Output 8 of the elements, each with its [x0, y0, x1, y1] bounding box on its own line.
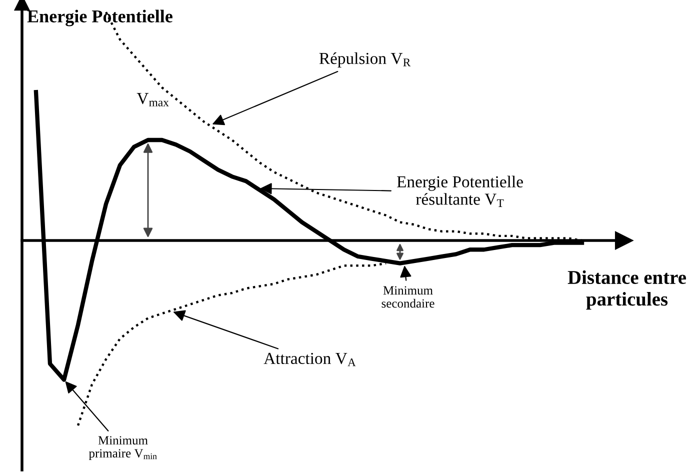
annotation: V$_{max}$: [136, 93, 169, 106]
annotation: Energie Potentielle résultante V$_{T}$: [396, 176, 523, 207]
y-axis-title: Energie Potentielle: [27, 10, 172, 26]
x-axis-title: Distance entre particules: [568, 270, 686, 310]
annotation: Attraction V$_{A}$: [264, 352, 356, 366]
annotation: Répulsion V$_{R}$: [319, 52, 411, 68]
text: Minimum primaire V$_{min}$: [88, 436, 157, 460]
annotation: Minimum secondaire: [382, 286, 434, 308]
